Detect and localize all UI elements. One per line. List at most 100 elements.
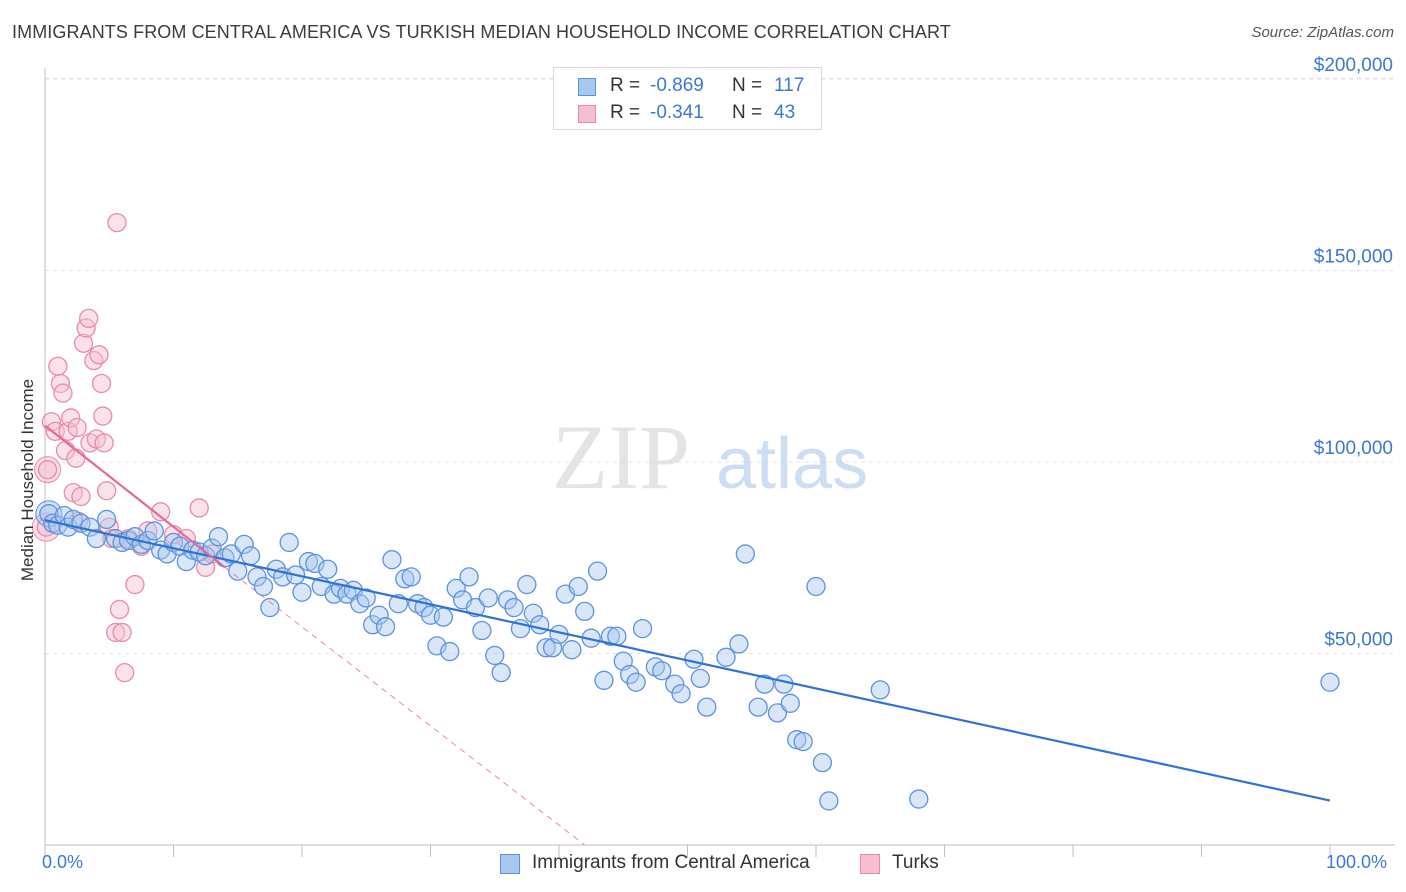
data-point — [66, 448, 86, 468]
data-point — [260, 597, 280, 618]
data-point — [97, 481, 117, 501]
trendline-turks-extrapolated — [224, 566, 586, 846]
data-point — [536, 638, 556, 658]
data-point — [594, 670, 614, 690]
data-point — [73, 333, 94, 353]
data-point — [84, 350, 104, 371]
data-point — [106, 622, 126, 643]
y-tick-labels: $50,000 $100,000 $150,000 $200,000 — [1314, 55, 1393, 651]
watermark-atlas: atlas — [716, 424, 868, 504]
data-point — [150, 502, 171, 522]
data-point — [48, 356, 68, 376]
data-point — [491, 663, 511, 683]
data-point — [568, 576, 588, 597]
data-point — [697, 697, 717, 717]
data-point — [587, 561, 608, 581]
data-point — [690, 668, 710, 689]
legend-label: Immigrants from Central America — [532, 852, 810, 873]
data-point — [530, 615, 550, 635]
r-value: -0.869 — [650, 75, 704, 96]
data-point — [665, 674, 685, 694]
y-tick-label: $100,000 — [1314, 438, 1393, 459]
data-point — [433, 607, 454, 627]
data-point — [356, 588, 376, 608]
data-point — [729, 634, 749, 654]
y-tick-label: $200,000 — [1314, 55, 1393, 76]
data-point — [562, 640, 582, 660]
pink-swatch — [578, 105, 596, 123]
data-point — [600, 626, 621, 646]
stats-legend: R = -0.869 N = 117 R = -0.341 N = 43 — [553, 67, 822, 130]
data-point — [497, 590, 518, 610]
data-point — [79, 308, 99, 329]
data-point — [440, 641, 460, 662]
data-point — [292, 582, 312, 602]
data-point — [91, 373, 112, 394]
r-value: -0.341 — [650, 102, 704, 123]
data-point — [472, 620, 492, 641]
data-point — [652, 661, 672, 681]
data-point — [125, 574, 145, 595]
data-point — [754, 674, 775, 694]
chart-title: IMMIGRANTS FROM CENTRAL AMERICA VS TURKI… — [12, 22, 951, 42]
data-point — [89, 345, 109, 365]
data-point — [375, 617, 396, 637]
data-point — [774, 674, 794, 694]
data-point — [446, 578, 466, 599]
data-point — [247, 567, 267, 587]
source-credit: Source: ZipAtlas.com — [1251, 24, 1394, 41]
series-legend: Immigrants from Central America Turks — [0, 852, 1406, 878]
data-point — [93, 406, 113, 426]
data-point — [53, 383, 73, 403]
data-point — [620, 664, 640, 685]
y-axis-label-wrap: Median Household Income — [14, 180, 42, 780]
data-point — [97, 509, 117, 530]
data-point — [716, 647, 736, 667]
data-point — [112, 622, 132, 643]
data-point — [240, 546, 261, 566]
data-point — [812, 753, 833, 773]
trendlines — [44, 424, 1331, 846]
data-point — [107, 212, 127, 233]
data-point — [382, 550, 402, 570]
blue-swatch — [578, 78, 596, 96]
data-point — [806, 576, 826, 597]
data-point — [767, 703, 788, 723]
data-point — [735, 544, 755, 564]
data-point — [485, 645, 505, 666]
n-value: 43 — [774, 102, 796, 123]
x-tick-label-min: 0.0% — [42, 852, 84, 872]
data-point — [478, 588, 498, 608]
data-point — [86, 528, 107, 549]
data-point — [575, 601, 595, 622]
data-point — [909, 789, 929, 809]
data-point — [870, 680, 890, 700]
r-label: R = — [610, 75, 641, 96]
data-point — [37, 460, 58, 480]
data-point — [459, 567, 479, 587]
data-point — [61, 408, 81, 428]
data-point — [819, 791, 839, 811]
n-label: N = — [732, 75, 763, 96]
data-point — [67, 417, 87, 438]
data-point — [318, 559, 338, 579]
data-point — [115, 663, 135, 683]
data-point — [144, 521, 164, 541]
data-point — [234, 534, 254, 554]
data-point — [189, 498, 209, 518]
data-point — [684, 649, 704, 669]
legend-swatch-blue — [500, 854, 520, 874]
data-point — [176, 551, 197, 572]
data-point — [780, 693, 800, 713]
data-point — [793, 731, 813, 752]
watermark-zip: ZIP — [552, 406, 690, 508]
data-point — [279, 532, 299, 553]
r-label: R = — [610, 102, 641, 123]
data-point — [517, 574, 537, 595]
data-point — [109, 599, 130, 620]
data-point — [401, 567, 421, 587]
y-axis-label: Median Household Income — [18, 378, 37, 582]
data-point — [504, 597, 524, 618]
trendline-turks — [44, 424, 226, 569]
